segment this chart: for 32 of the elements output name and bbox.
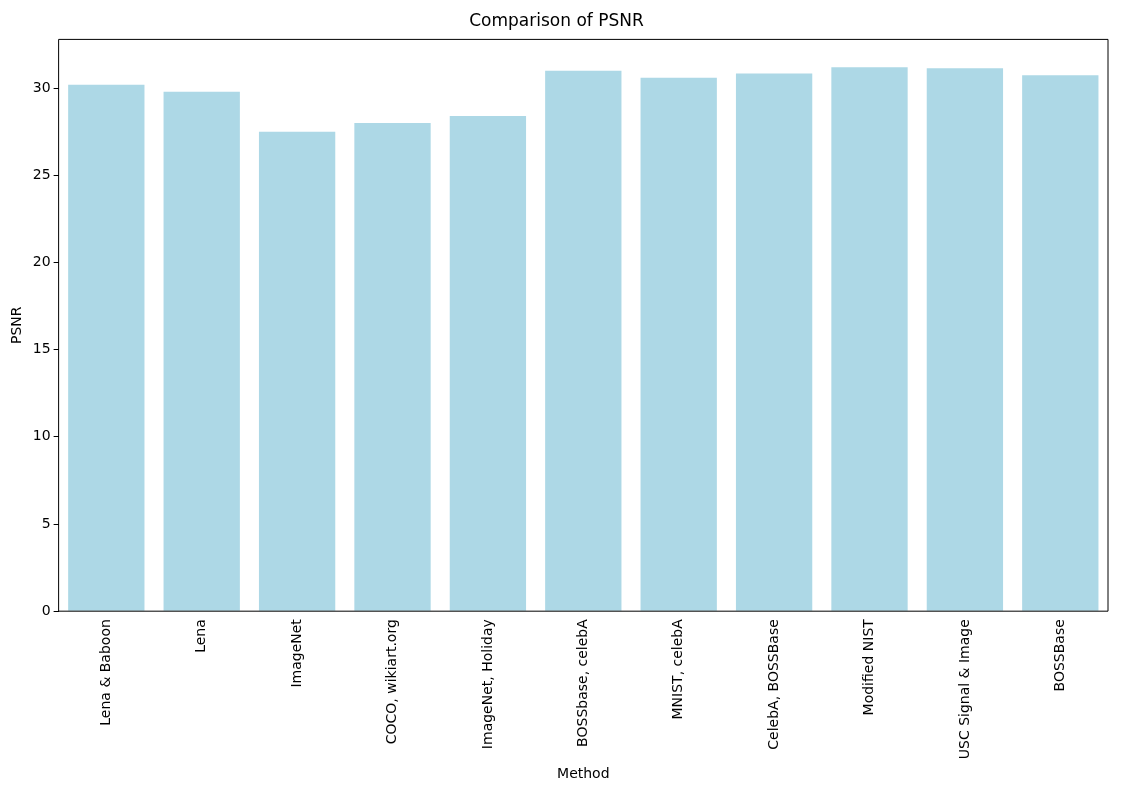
x-tick-label: Modified NIST [860, 618, 877, 716]
x-tick-label: CelebA, BOSSBase [764, 619, 781, 750]
y-tick-label: 15 [32, 340, 51, 357]
y-tick-label: 30 [32, 78, 51, 95]
x-tick-label: BOSSBase [1050, 619, 1067, 692]
x-tick-label: ImageNet [287, 618, 304, 688]
bar [831, 67, 908, 611]
bar [1022, 75, 1099, 611]
bar [163, 91, 240, 611]
x-tick-label: COCO, wikiart.org [383, 619, 400, 745]
bar [258, 131, 336, 611]
bar [545, 70, 622, 611]
bar [354, 123, 431, 611]
y-axis-title: PSNR [8, 306, 25, 345]
x-axis-title: Method [557, 765, 610, 782]
x-tick-label: Lena & Baboon [96, 619, 113, 726]
bar [926, 68, 1004, 611]
x-tick-label: ImageNet, Holiday [478, 619, 495, 750]
bar [68, 84, 145, 611]
x-tick-label: USC Signal & Image [955, 619, 972, 760]
y-tick-label: 20 [32, 253, 51, 270]
x-tick-label: Lena [192, 619, 209, 653]
bar [449, 116, 527, 611]
x-tick-label: MNIST, celebA [669, 618, 686, 720]
x-tick-label: BOSSbase, celebA [573, 618, 590, 747]
y-tick-label: 10 [32, 427, 51, 444]
y-tick-label: 0 [41, 601, 51, 618]
y-tick-label: 25 [32, 166, 51, 183]
bar [735, 73, 813, 611]
bar [640, 77, 717, 611]
y-tick-label: 5 [41, 514, 51, 531]
chart-title: Comparison of PSNR [469, 9, 644, 30]
